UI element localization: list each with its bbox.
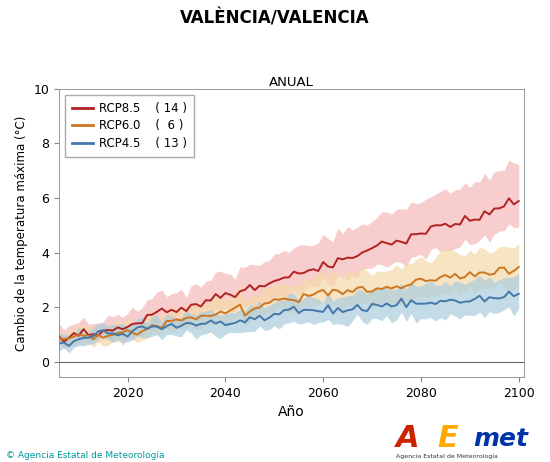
Y-axis label: Cambio de la temperatura máxima (°C): Cambio de la temperatura máxima (°C) bbox=[15, 115, 28, 351]
Text: E: E bbox=[438, 425, 459, 453]
Text: Agencia Estatal de Meteorología: Agencia Estatal de Meteorología bbox=[396, 453, 498, 459]
X-axis label: Año: Año bbox=[278, 405, 305, 419]
Text: met: met bbox=[473, 427, 528, 451]
Legend: RCP8.5    ( 14 ), RCP6.0    (  6 ), RCP4.5    ( 13 ): RCP8.5 ( 14 ), RCP6.0 ( 6 ), RCP4.5 ( 13… bbox=[65, 95, 194, 157]
Text: A: A bbox=[396, 425, 420, 453]
Text: © Agencia Estatal de Meteorología: © Agencia Estatal de Meteorología bbox=[6, 451, 164, 460]
Title: ANUAL: ANUAL bbox=[269, 76, 314, 89]
Text: VALÈNCIA/VALENCIA: VALÈNCIA/VALENCIA bbox=[180, 9, 370, 27]
